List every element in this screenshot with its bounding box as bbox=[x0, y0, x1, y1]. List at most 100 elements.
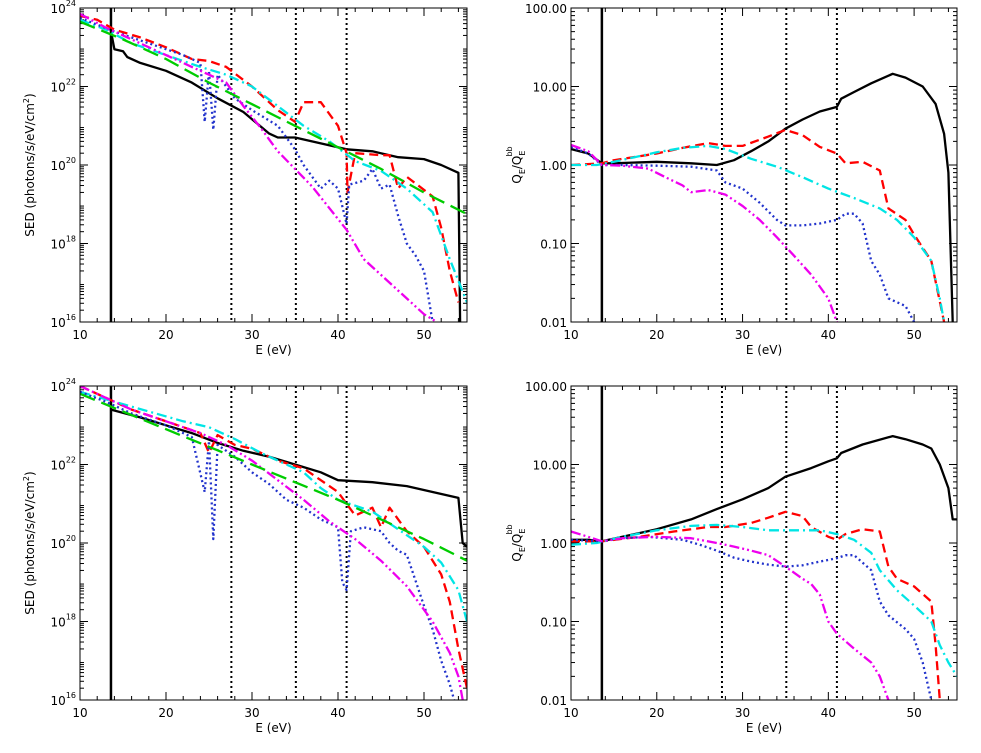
plot-frame bbox=[570, 7, 958, 323]
x-tick-label: 40 bbox=[821, 706, 836, 720]
x-tick-label: 20 bbox=[158, 328, 173, 342]
y-axis-label-sub: E bbox=[518, 151, 527, 156]
x-tick-label: 50 bbox=[416, 328, 431, 342]
x-axis-label: E (eV) bbox=[255, 343, 291, 357]
series-line-1 bbox=[571, 434, 957, 543]
y-tick-base: 10 bbox=[51, 616, 66, 630]
y-tick-exponent: 24 bbox=[66, 0, 76, 8]
y-tick-label: 1022 bbox=[51, 456, 76, 473]
x-tick-label: 10 bbox=[72, 706, 87, 720]
x-tick-label: 10 bbox=[563, 328, 578, 342]
x-tick-label: 40 bbox=[330, 706, 345, 720]
series-line-4 bbox=[80, 16, 434, 322]
y-tick-label: 0.01 bbox=[540, 316, 567, 330]
y-tick-label: 1016 bbox=[51, 691, 76, 708]
y-tick-base: 10 bbox=[51, 159, 66, 173]
y-tick-exponent: 22 bbox=[66, 78, 76, 87]
series-line-2 bbox=[571, 128, 946, 322]
y-axis-label-sub: E bbox=[518, 547, 527, 552]
plot-frame bbox=[79, 7, 468, 323]
x-axis-label: E (eV) bbox=[746, 343, 782, 357]
y-tick-base: 10 bbox=[51, 694, 66, 708]
y-axis-label-slash: /Q bbox=[510, 156, 524, 170]
y-tick-label: 1016 bbox=[51, 313, 76, 330]
y-axis-label-sup: bb bbox=[505, 524, 514, 534]
y-tick-label: 1.00 bbox=[540, 159, 567, 173]
series-line-3 bbox=[80, 390, 467, 622]
y-tick-base: 10 bbox=[51, 380, 66, 394]
y-tick-label: 100.00 bbox=[525, 380, 567, 394]
y-tick-base: 10 bbox=[51, 81, 66, 95]
y-tick-base: 10 bbox=[51, 2, 66, 16]
y-axis-label-sup: 2 bbox=[22, 98, 31, 103]
y-tick-base: 10 bbox=[51, 238, 66, 252]
y-axis-label: QE/QEbb bbox=[505, 524, 527, 561]
chart-panel-4: 10 20 30 40 50 0.01 0.10 1.00 10.00 100.00 E (eV) Q… bbox=[505, 380, 958, 735]
y-tick-label: 1018 bbox=[51, 235, 76, 252]
minor-ticks bbox=[571, 8, 957, 322]
y-tick-exponent: 24 bbox=[66, 377, 76, 386]
y-tick-label: 100.00 bbox=[525, 2, 567, 16]
y-tick-label: 1024 bbox=[51, 377, 76, 394]
y-tick-base: 10 bbox=[51, 459, 66, 473]
x-tick-label: 50 bbox=[906, 706, 921, 720]
x-axis-label: E (eV) bbox=[746, 721, 782, 735]
y-tick-exponent: 20 bbox=[66, 156, 76, 165]
y-tick-label: 0.10 bbox=[540, 238, 567, 252]
x-tick-label: 20 bbox=[649, 706, 664, 720]
y-tick-exponent: 16 bbox=[66, 313, 76, 322]
series-line-5 bbox=[80, 386, 464, 700]
x-tick-label: 30 bbox=[244, 706, 259, 720]
series-line-1 bbox=[571, 72, 954, 322]
y-axis-label-q: Q bbox=[510, 552, 524, 561]
x-tick-label: 30 bbox=[735, 706, 750, 720]
x-tick-label: 50 bbox=[416, 706, 431, 720]
plot-frame bbox=[570, 385, 958, 701]
series-line-5 bbox=[571, 143, 838, 322]
y-tick-label: 1018 bbox=[51, 613, 76, 630]
series-line-6 bbox=[80, 392, 467, 562]
x-tick-label: 50 bbox=[906, 328, 921, 342]
y-tick-exponent: 20 bbox=[66, 534, 76, 543]
x-tick-label: 30 bbox=[244, 328, 259, 342]
series-line-4 bbox=[80, 390, 456, 700]
y-axis-label-text: SED (photons/s/eV/cm bbox=[23, 103, 37, 237]
chart-panel-2: 10 20 30 40 50 0.01 0.10 1.00 10.00 100.00 E (eV) Q… bbox=[505, 2, 958, 357]
y-axis-label-text: SED (photons/s/eV/cm bbox=[23, 481, 37, 615]
y-tick-label: 1020 bbox=[51, 156, 76, 173]
y-tick-label: 1.00 bbox=[540, 537, 567, 551]
x-tick-label: 20 bbox=[649, 328, 664, 342]
y-tick-label: 10.00 bbox=[533, 459, 567, 473]
y-tick-base: 10 bbox=[51, 316, 66, 330]
x-tick-label: 10 bbox=[563, 706, 578, 720]
minor-ticks bbox=[571, 386, 957, 700]
y-axis-label-sub: E bbox=[518, 529, 527, 534]
series-line-3 bbox=[571, 523, 957, 678]
y-axis-label-sub: E bbox=[518, 169, 527, 174]
y-tick-label: 0.01 bbox=[540, 694, 567, 708]
minor-ticks bbox=[80, 8, 467, 322]
y-axis-label-sup: 2 bbox=[22, 476, 31, 481]
x-tick-label: 30 bbox=[735, 328, 750, 342]
y-axis-label-tail: ) bbox=[23, 93, 37, 98]
series-line-3 bbox=[571, 144, 946, 322]
series-line-4 bbox=[571, 535, 933, 700]
series-line-5 bbox=[80, 12, 438, 322]
series-line-1 bbox=[109, 31, 462, 322]
y-axis-label: SED (photons/s/eV/cm2) bbox=[22, 93, 37, 236]
series-line-4 bbox=[571, 145, 916, 322]
y-tick-label: 1020 bbox=[51, 534, 76, 551]
y-tick-label: 0.10 bbox=[540, 616, 567, 630]
y-axis-label-tail: ) bbox=[23, 471, 37, 476]
y-tick-label: 1022 bbox=[51, 78, 76, 95]
x-tick-label: 40 bbox=[821, 328, 836, 342]
y-tick-exponent: 18 bbox=[66, 235, 76, 244]
y-tick-base: 10 bbox=[51, 537, 66, 551]
x-tick-label: 20 bbox=[158, 706, 173, 720]
y-tick-exponent: 16 bbox=[66, 691, 76, 700]
series-line-5 bbox=[571, 530, 890, 700]
y-axis-label: QE/QEbb bbox=[505, 146, 527, 183]
series-line-1 bbox=[110, 408, 467, 548]
